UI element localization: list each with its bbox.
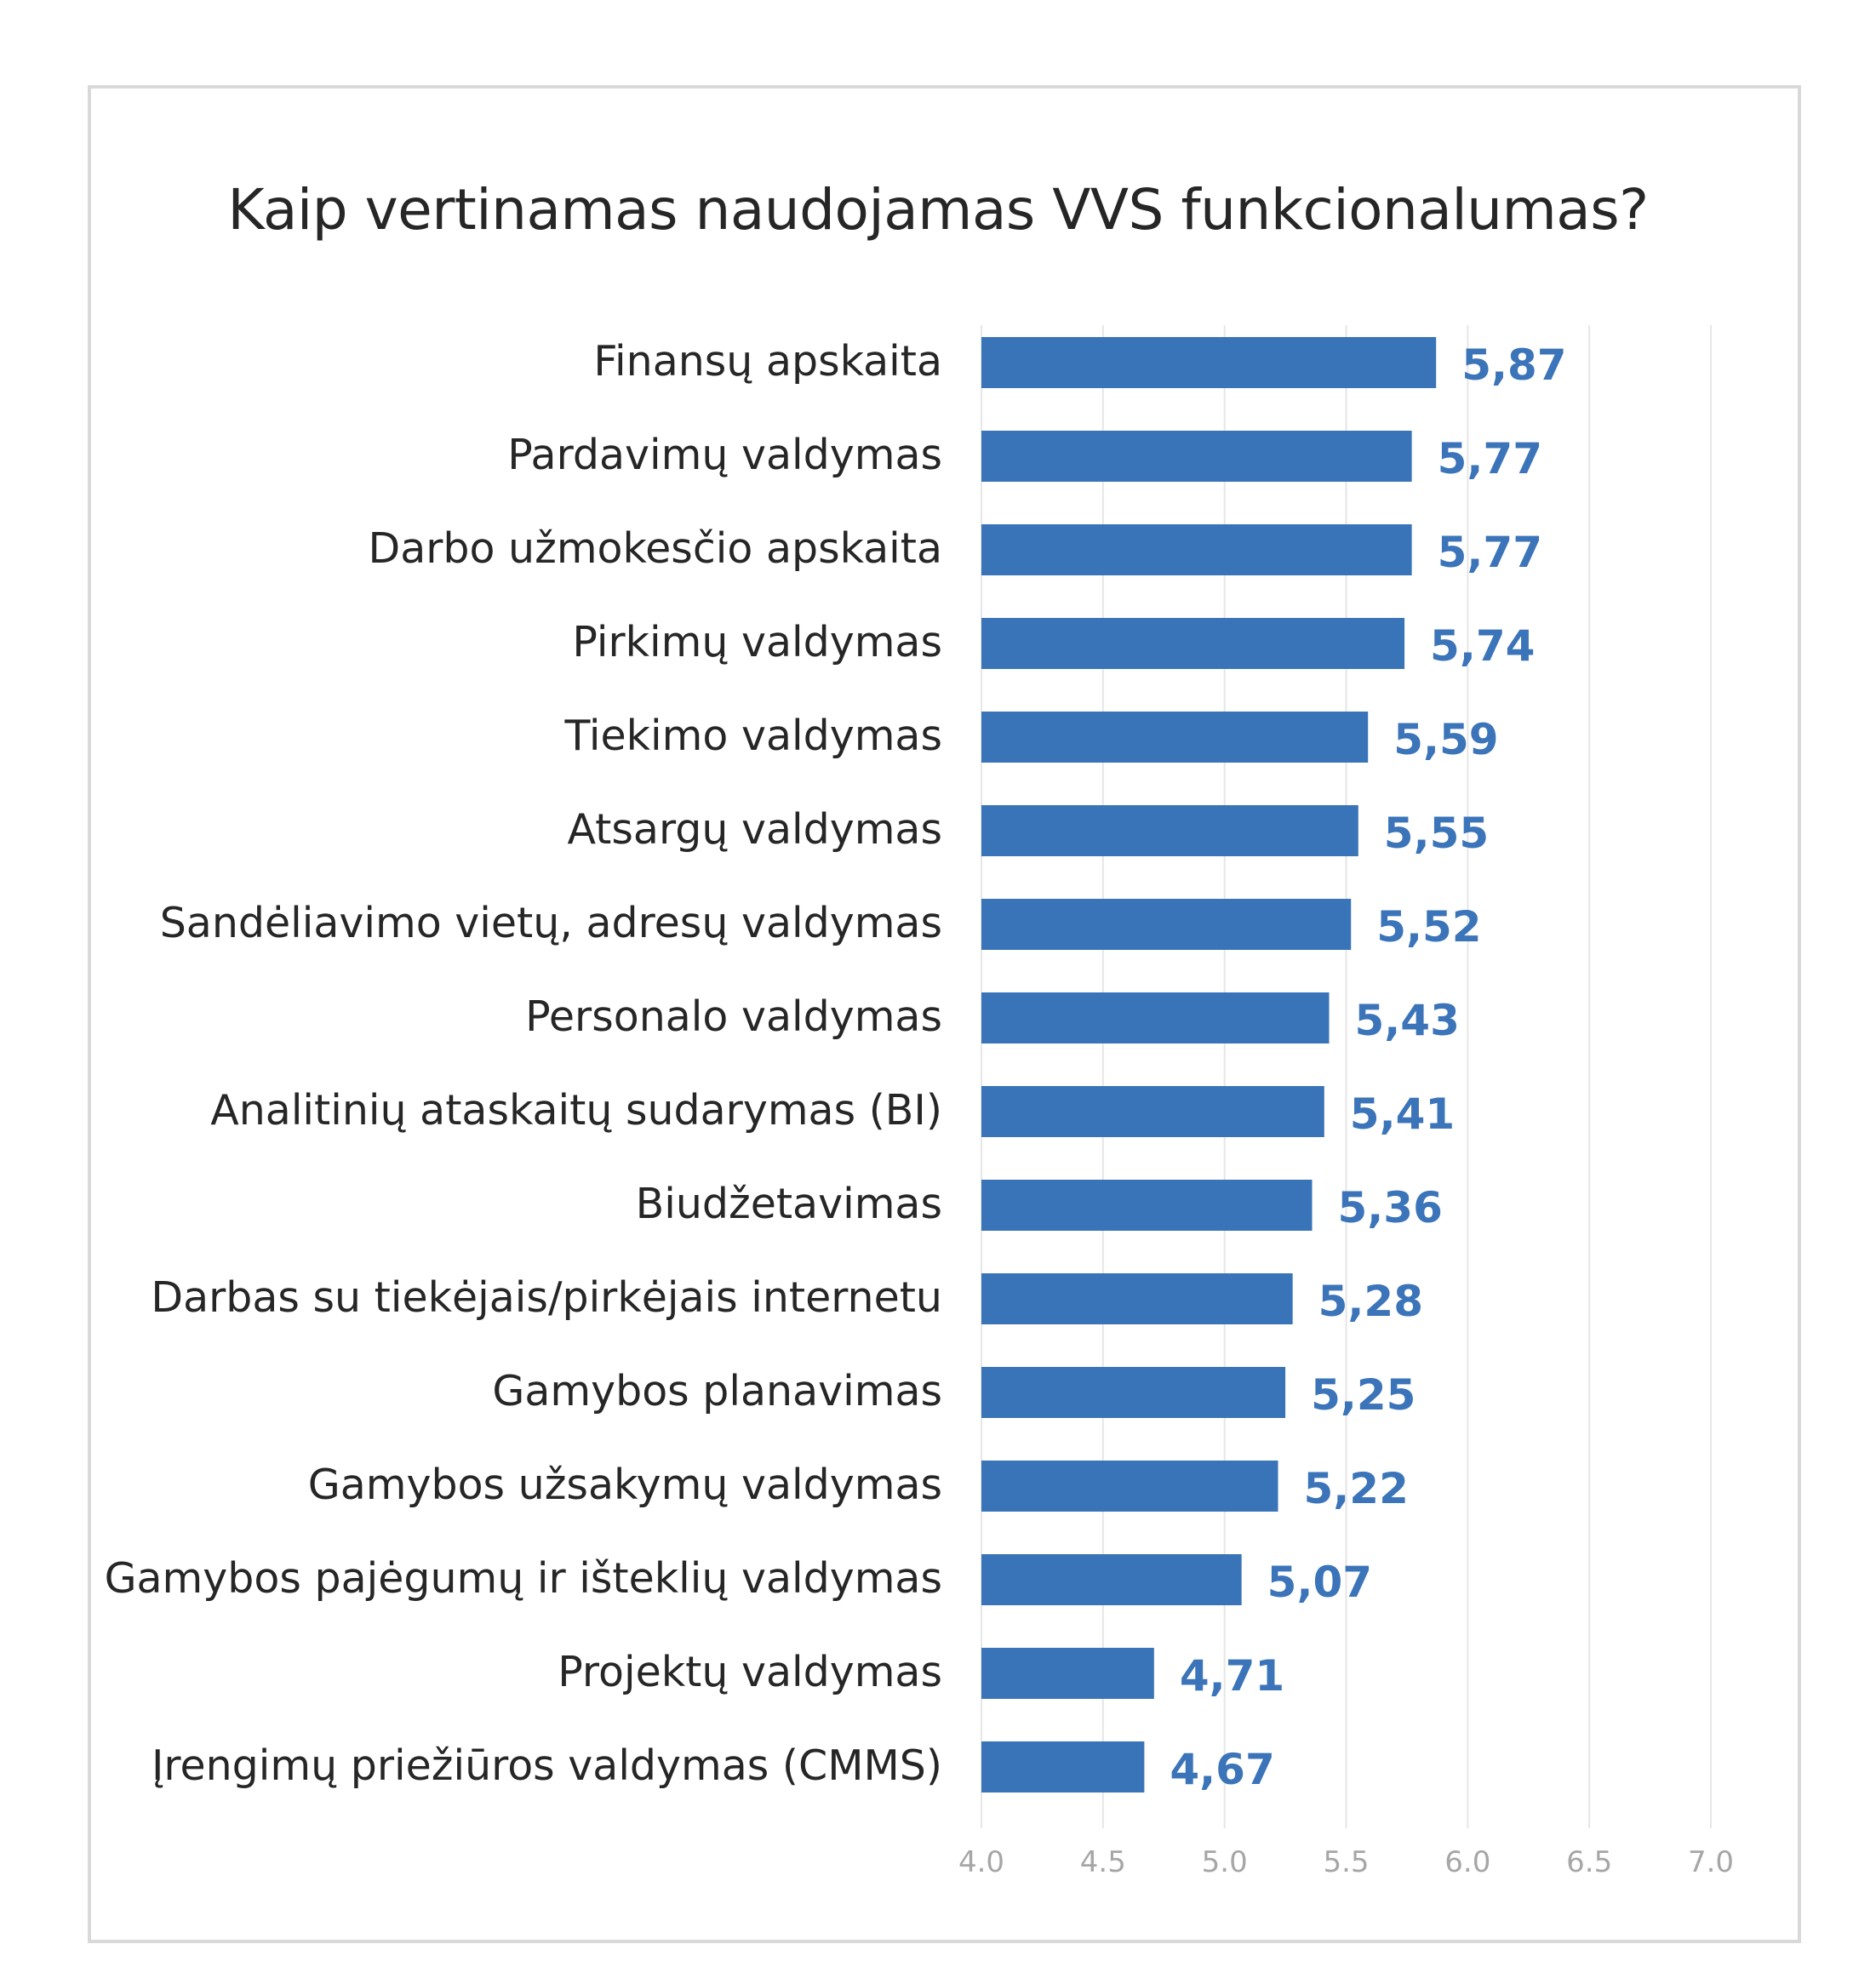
- x-tick-label: 6.5: [1566, 1845, 1612, 1879]
- bar: [981, 1741, 1145, 1792]
- bar: [981, 1461, 1278, 1512]
- value-label: 5,22: [1304, 1464, 1409, 1513]
- category-label: Biudžetavimas: [636, 1180, 942, 1228]
- value-label: 5,36: [1338, 1183, 1443, 1232]
- bar: [981, 618, 1405, 669]
- bar: [981, 1554, 1242, 1605]
- category-label: Tiekimo valdymas: [564, 712, 943, 760]
- category-label: Pirkimų valdymas: [572, 618, 942, 666]
- x-tick-label: 5.5: [1323, 1845, 1369, 1879]
- value-label: 5,07: [1267, 1558, 1372, 1607]
- category-labels: Finansų apskaita Pardavimų valdymas Darbo …: [105, 337, 942, 1790]
- bar: [981, 431, 1412, 482]
- category-label: Finansų apskaita: [593, 337, 942, 386]
- x-tick-label: 7.0: [1688, 1845, 1734, 1879]
- x-tick-label: 5.0: [1202, 1845, 1248, 1879]
- bar: [981, 1367, 1286, 1418]
- bar: [981, 899, 1352, 950]
- value-label: 5,41: [1350, 1089, 1455, 1139]
- value-label: 5,25: [1311, 1370, 1416, 1420]
- value-label: 5,77: [1438, 528, 1542, 577]
- chart-frame: [88, 85, 1801, 1943]
- value-label: 4,71: [1180, 1651, 1284, 1701]
- value-label: 5,74: [1430, 621, 1535, 671]
- x-tick-label: 4.5: [1080, 1845, 1126, 1879]
- value-label: 5,77: [1438, 434, 1542, 483]
- category-label: Analitinių ataskaitų sudarymas (BI): [210, 1086, 942, 1135]
- bar: [981, 1273, 1293, 1324]
- category-label: Pardavimų valdymas: [507, 431, 942, 479]
- category-label: Sandėliavimo vietų, adresų valdymas: [160, 899, 942, 947]
- category-label: Personalo valdymas: [525, 992, 942, 1041]
- bar: [981, 992, 1330, 1043]
- x-tick-label: 6.0: [1444, 1845, 1490, 1879]
- category-label: Darbas su tiekėjais/pirkėjais internetu: [151, 1273, 942, 1322]
- bar: [981, 712, 1369, 763]
- value-label: 5,55: [1384, 809, 1489, 858]
- bar: [981, 1180, 1313, 1231]
- x-axis-ticks: 4.0 4.5 5.0 5.5 6.0 6.5 7.0: [958, 1845, 1734, 1879]
- x-tick-label: 4.0: [958, 1845, 1004, 1879]
- category-label: Gamybos pajėgumų ir išteklių valdymas: [105, 1554, 942, 1603]
- value-label: 5,87: [1461, 340, 1566, 390]
- category-label: Atsargų valdymas: [568, 805, 942, 854]
- value-label: 5,52: [1376, 902, 1481, 952]
- category-label: Gamybos užsakymų valdymas: [308, 1461, 942, 1509]
- bar: [981, 805, 1358, 856]
- chart-title: Kaip vertinamas naudojamas VVS funkciona…: [227, 177, 1649, 243]
- bar: [981, 1648, 1154, 1699]
- category-label: Darbo užmokesčio apskaita: [368, 524, 942, 573]
- bars: [981, 337, 1437, 1792]
- value-label: 5,43: [1355, 996, 1460, 1045]
- value-label: 4,67: [1170, 1745, 1274, 1794]
- value-label: 5,28: [1318, 1277, 1423, 1326]
- bar: [981, 1086, 1324, 1137]
- category-label: Įrengimų priežiūros valdymas (CMMS): [152, 1741, 942, 1790]
- category-label: Gamybos planavimas: [492, 1367, 942, 1415]
- value-labels: 5,87 5,77 5,77 5,74 5,59 5,55 5,52 5,43 5,41 5,36…: [1170, 340, 1566, 1794]
- bar: [981, 524, 1412, 575]
- bar: [981, 337, 1437, 388]
- category-label: Projektų valdymas: [558, 1648, 942, 1696]
- value-label: 5,59: [1393, 715, 1498, 764]
